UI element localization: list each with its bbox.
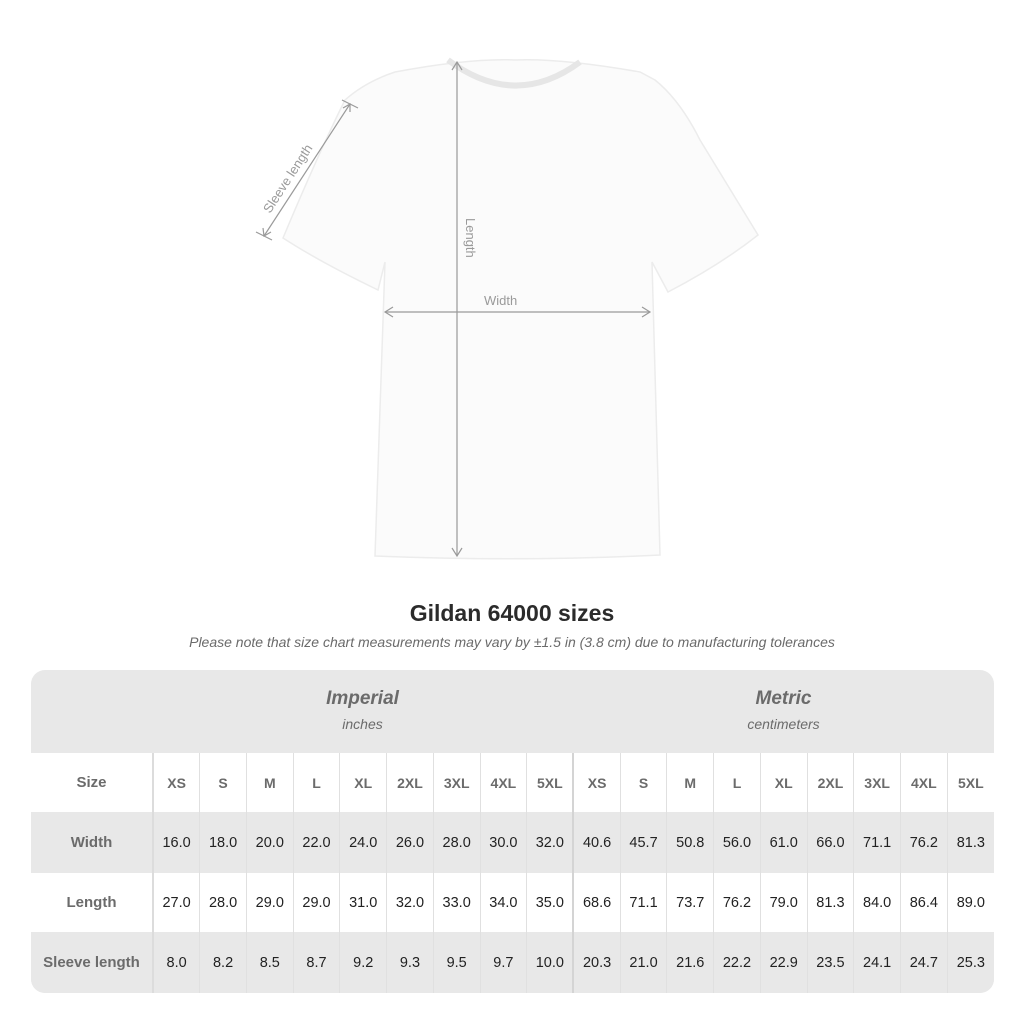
metric-value: 68.6 xyxy=(572,873,621,932)
metric-size-header: XL xyxy=(759,753,808,812)
metric-header: Metric centimeters xyxy=(573,670,994,753)
metric-value: 81.3 xyxy=(946,812,994,873)
imperial-value: 32.0 xyxy=(526,812,574,873)
imperial-value: 30.0 xyxy=(479,812,527,873)
metric-size-header: 5XL xyxy=(946,753,994,812)
imperial-header: Imperial inches xyxy=(152,670,573,753)
tshirt-shape xyxy=(282,59,759,560)
metric-size-header: S xyxy=(619,753,667,812)
metric-value: 71.1 xyxy=(853,812,901,873)
size-header-row: Size XS S M L XL 2XL 3XL 4XL 5XL XS S M L XL 2XL 3XL 4XL 5… xyxy=(31,753,994,812)
imperial-value: 24.0 xyxy=(339,812,387,873)
metric-size-header: 2XL xyxy=(806,753,854,812)
imperial-size-header: S xyxy=(199,753,247,812)
imperial-value: 26.0 xyxy=(386,812,434,873)
metric-value: 89.0 xyxy=(946,873,994,932)
metric-value: 40.6 xyxy=(572,812,621,873)
metric-size-header: M xyxy=(666,753,714,812)
metric-value: 22.9 xyxy=(759,932,808,993)
tolerance-note: Please note that size chart measurements… xyxy=(189,634,835,650)
imperial-value: 8.0 xyxy=(152,932,200,993)
imperial-value: 8.2 xyxy=(199,932,247,993)
imperial-value: 9.3 xyxy=(386,932,434,993)
imperial-value: 22.0 xyxy=(292,812,340,873)
metric-value: 79.0 xyxy=(759,873,808,932)
metric-value: 25.3 xyxy=(946,932,994,993)
metric-value: 86.4 xyxy=(900,873,948,932)
metric-title: Metric xyxy=(755,688,812,709)
size-table: Size XS S M L XL 2XL 3XL 4XL 5XL XS S M L XL 2XL 3XL 4XL 5… xyxy=(31,753,994,993)
metric-value: 76.2 xyxy=(900,812,948,873)
imperial-value: 9.7 xyxy=(479,932,527,993)
table-row: Sleeve length 8.0 8.2 8.5 8.7 9.2 9.3 9.5 9.7 10.… xyxy=(31,932,994,993)
imperial-size-header: 2XL xyxy=(386,753,434,812)
imperial-size-header: XL xyxy=(339,753,387,812)
metric-value: 56.0 xyxy=(713,812,761,873)
metric-value: 71.1 xyxy=(619,873,667,932)
imperial-value: 27.0 xyxy=(152,873,200,932)
width-label: Width xyxy=(484,293,517,308)
metric-value: 66.0 xyxy=(806,812,854,873)
metric-unit: centimeters xyxy=(747,716,820,732)
imperial-value: 32.0 xyxy=(386,873,434,932)
metric-value: 24.7 xyxy=(900,932,948,993)
metric-value: 81.3 xyxy=(806,873,854,932)
metric-value: 21.0 xyxy=(619,932,667,993)
metric-value: 76.2 xyxy=(713,873,761,932)
metric-value: 23.5 xyxy=(806,932,854,993)
imperial-value: 35.0 xyxy=(526,873,574,932)
size-label: Size xyxy=(31,753,154,812)
imperial-value: 31.0 xyxy=(339,873,387,932)
imperial-size-header: 4XL xyxy=(479,753,527,812)
imperial-value: 29.0 xyxy=(292,873,340,932)
metric-value: 24.1 xyxy=(853,932,901,993)
imperial-value: 28.0 xyxy=(432,812,481,873)
row-label: Width xyxy=(31,812,154,873)
imperial-value: 10.0 xyxy=(526,932,574,993)
imperial-value: 28.0 xyxy=(199,873,247,932)
metric-size-header: XS xyxy=(572,753,621,812)
metric-value: 21.6 xyxy=(666,932,714,993)
table-row: Width 16.0 18.0 20.0 22.0 24.0 26.0 28.0 30.0 32.… xyxy=(31,812,994,873)
imperial-title: Imperial xyxy=(326,688,399,709)
row-label: Sleeve length xyxy=(31,932,154,993)
imperial-value: 34.0 xyxy=(479,873,527,932)
imperial-value: 18.0 xyxy=(199,812,247,873)
metric-value: 22.2 xyxy=(713,932,761,993)
metric-value: 73.7 xyxy=(666,873,714,932)
imperial-unit: inches xyxy=(342,716,383,732)
imperial-value: 9.2 xyxy=(339,932,387,993)
metric-value: 61.0 xyxy=(759,812,808,873)
imperial-value: 8.5 xyxy=(245,932,294,993)
imperial-value: 33.0 xyxy=(432,873,481,932)
imperial-value: 9.5 xyxy=(432,932,481,993)
row-label: Length xyxy=(31,873,154,932)
length-label: Length xyxy=(463,218,478,258)
imperial-size-header: L xyxy=(292,753,340,812)
metric-size-header: 3XL xyxy=(853,753,901,812)
imperial-size-header: XS xyxy=(152,753,200,812)
imperial-value: 8.7 xyxy=(292,932,340,993)
imperial-value: 29.0 xyxy=(245,873,294,932)
imperial-size-header: 5XL xyxy=(526,753,574,812)
imperial-size-header: 3XL xyxy=(432,753,481,812)
metric-value: 84.0 xyxy=(853,873,901,932)
chart-title: Gildan 64000 sizes xyxy=(409,600,615,626)
metric-value: 20.3 xyxy=(572,932,621,993)
imperial-value: 20.0 xyxy=(245,812,294,873)
measurement-lines xyxy=(255,60,652,558)
metric-value: 50.8 xyxy=(666,812,714,873)
imperial-value: 16.0 xyxy=(152,812,200,873)
tshirt-diagram: Length Width Sleeve length xyxy=(255,57,759,560)
table-row: Length 27.0 28.0 29.0 29.0 31.0 32.0 33.0 34.0 35… xyxy=(31,873,994,932)
size-chart: Imperial inches Metric centimeters Size X… xyxy=(31,670,994,993)
metric-value: 45.7 xyxy=(619,812,667,873)
metric-size-header: 4XL xyxy=(900,753,948,812)
imperial-size-header: M xyxy=(245,753,294,812)
metric-size-header: L xyxy=(713,753,761,812)
